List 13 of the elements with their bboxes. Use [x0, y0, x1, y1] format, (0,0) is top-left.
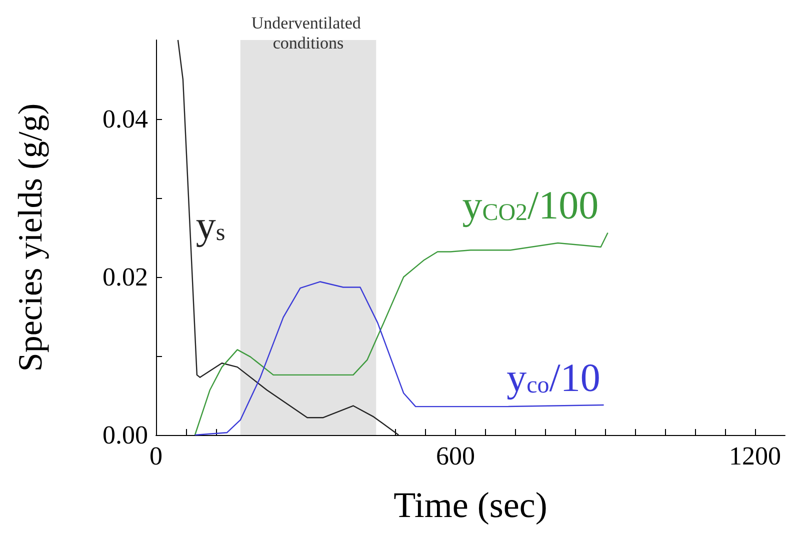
y-tick-label: 0.04 — [102, 104, 148, 134]
band-label: Underventilated conditions — [251, 14, 366, 52]
y-axis-title: Species yields (g/g) — [12, 103, 50, 372]
series-label: yCO2/100 — [462, 182, 599, 228]
series-label: yco/10 — [506, 355, 600, 400]
x-tick-label: 0 — [150, 442, 162, 470]
x-tick-label: 1200 — [729, 442, 782, 470]
y-tick-label: 0.00 — [102, 420, 148, 450]
x-axis-title: Time (sec) — [394, 485, 548, 525]
line-series — [194, 281, 604, 436]
x-tick-label: 600 — [436, 442, 476, 470]
y-tick-label: 0.02 — [102, 262, 148, 292]
series-label: ys — [196, 202, 226, 248]
